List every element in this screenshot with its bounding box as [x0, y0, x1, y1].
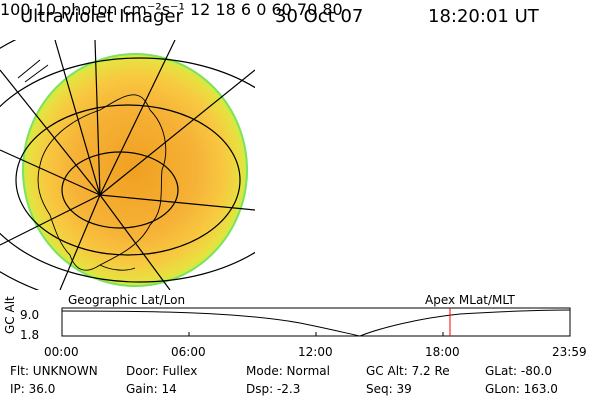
timeline-ytick-low: 1.8 [20, 328, 40, 342]
polar-plot: 12 18 6 0 60 70 80 [190, 0, 343, 19]
timeline-xtick-1200: 12:00 [298, 345, 333, 359]
glat-info: GLat: -80.0 [485, 364, 552, 378]
mlat-label-60: 60 [271, 0, 292, 19]
left-panel-label: Geographic Lat/Lon [68, 293, 186, 307]
observation-time: 18:20:01 UT [428, 6, 539, 27]
altitude-timeline [61, 307, 571, 337]
timeline-ytick-high: 9.0 [20, 308, 40, 322]
mode-info: Mode: Normal [246, 364, 330, 378]
altitude-curve [61, 309, 571, 337]
colorbar-tick-100: 100 [0, 0, 31, 19]
instrument-title: Ultraviolet Imager [20, 6, 183, 27]
mlat-label-80: 80 [322, 0, 343, 19]
right-panel-label: Apex MLat/MLT [425, 293, 515, 307]
gc-alt-info: GC Alt: 7.2 Re [366, 364, 450, 378]
colorbar-unit-label: photon cm⁻²s⁻¹ [61, 0, 185, 19]
dsp-info: Dsp: -2.3 [246, 382, 301, 396]
geographic-map [0, 40, 255, 290]
timeline-xtick-0600: 06:00 [171, 345, 206, 359]
observation-date: 30 Oct 07 [275, 6, 364, 27]
mlat-label-70: 70 [296, 0, 318, 19]
mlt-label-12: 12 [190, 0, 211, 19]
timeline-xtick-0000: 00:00 [44, 345, 79, 359]
seq-info: Seq: 39 [366, 382, 412, 396]
mlt-label-0: 0 [256, 0, 267, 19]
gain-info: Gain: 14 [126, 382, 177, 396]
filter-info: Flt: UNKNOWN [10, 364, 98, 378]
timeline-xtick-2359: 23:59 [552, 345, 587, 359]
colorbar-tick-10: 10 [35, 0, 56, 19]
mlt-label-6: 6 [240, 0, 252, 19]
ip-info: IP: 36.0 [10, 382, 56, 396]
door-info: Door: Fullex [126, 364, 198, 378]
glon-info: GLon: 163.0 [485, 382, 558, 396]
timeline-xtick-1800: 18:00 [425, 345, 460, 359]
timeline-ylabel: GC Alt [3, 296, 17, 334]
mlt-label-18: 18 [215, 0, 236, 19]
aurora-image-left [22, 53, 248, 287]
image-panels [0, 40, 255, 290]
